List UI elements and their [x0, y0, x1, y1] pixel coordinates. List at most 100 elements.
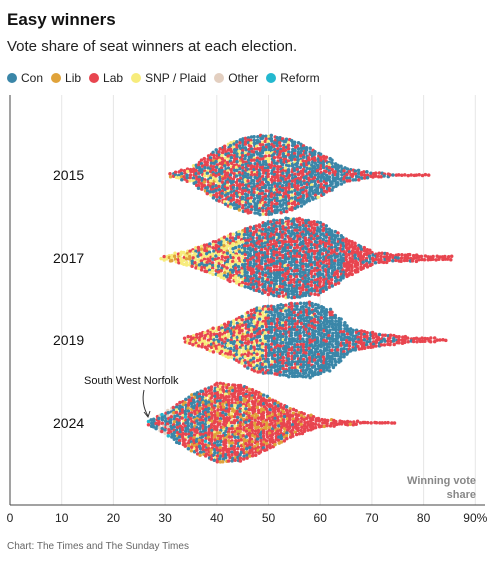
seat-dot [306, 273, 310, 277]
seat-dot [195, 428, 199, 432]
seat-dot [208, 348, 212, 353]
seat-dot [287, 319, 291, 323]
seat-dot [312, 260, 317, 264]
seat-dot [322, 343, 326, 347]
seat-dot [301, 196, 305, 200]
seat-dot [227, 447, 231, 451]
seat-dot [223, 423, 228, 428]
seat-dot [411, 339, 416, 344]
seat-dot [391, 256, 395, 260]
seat-dot [426, 173, 431, 177]
seat-dot [248, 199, 253, 203]
seat-dot [294, 225, 299, 230]
seat-dot [277, 232, 281, 237]
seat-dot [183, 415, 188, 419]
seat-dot [234, 203, 239, 207]
seat-dot [222, 238, 226, 243]
seat-dot [284, 369, 288, 374]
seat-dot [194, 172, 198, 176]
seat-dot [260, 191, 265, 196]
seat-dot [327, 239, 331, 243]
seat-dot [172, 437, 177, 441]
seat-dot [222, 405, 226, 409]
seat-dot [248, 229, 253, 233]
seat-dot [260, 324, 265, 329]
seat-dot [298, 365, 303, 369]
seat-dot [173, 251, 177, 256]
seat-dot [379, 343, 384, 347]
seat-dot [307, 238, 311, 242]
seat-dot [304, 348, 309, 352]
seat-dot [220, 171, 224, 176]
seat-dot [208, 156, 213, 160]
seat-dot [339, 352, 344, 356]
seat-dot [202, 339, 207, 343]
seat-dot [309, 271, 313, 276]
seat-dot [206, 338, 211, 342]
seat-dot [226, 423, 231, 428]
seat-dot [172, 411, 176, 415]
seat-dot [286, 170, 291, 174]
seat-dot [301, 357, 306, 362]
seat-dot [231, 203, 236, 207]
seat-dot [202, 336, 207, 341]
seat-dot [195, 445, 199, 450]
seat-dot [210, 402, 214, 407]
seat-dot [254, 230, 258, 234]
seat-dot [204, 399, 208, 403]
seat-dot [209, 439, 214, 444]
seat-dot [278, 144, 283, 148]
seat-dot [281, 312, 285, 317]
seat-dot [218, 422, 222, 426]
seat-dot [263, 185, 267, 190]
seat-dot [217, 172, 221, 177]
seat-dot [214, 183, 218, 188]
seat-dot [225, 255, 230, 259]
seat-dot [312, 242, 317, 247]
seat-dot [221, 382, 226, 386]
seat-dot [252, 353, 257, 358]
seat-dot [250, 205, 254, 209]
seat-dot [279, 302, 283, 307]
seat-dot [200, 438, 205, 443]
seat-dot [303, 238, 308, 243]
seat-dot [199, 253, 203, 257]
seat-dot [278, 181, 282, 185]
seat-dot [383, 420, 387, 425]
seat-dot [304, 351, 308, 355]
seat-dot [312, 268, 316, 273]
seat-dot [324, 181, 329, 186]
seat-dot [216, 413, 220, 418]
seat-dot [203, 439, 208, 444]
seat-dot [290, 176, 295, 180]
seat-dot [290, 173, 294, 177]
seat-dot [260, 261, 264, 266]
seat-dot [306, 255, 311, 260]
seat-dot [312, 352, 317, 357]
seat-dot [264, 447, 269, 452]
seat-dot [287, 150, 291, 154]
seat-dot [226, 320, 231, 325]
seat-dot [303, 293, 308, 298]
seat-dot [295, 249, 299, 253]
seat-dot [233, 432, 237, 437]
seat-dot [223, 345, 228, 349]
seat-dot [240, 314, 244, 319]
seat-dot [236, 412, 240, 416]
seat-dot [251, 285, 256, 290]
seat-dot [306, 279, 311, 284]
seat-dot [223, 170, 227, 174]
seat-dot [235, 409, 240, 414]
seat-dot [335, 254, 340, 259]
seat-dot [191, 163, 196, 168]
seat-dot [300, 431, 305, 436]
seat-dot [301, 242, 305, 246]
seat-dot [198, 427, 202, 431]
seat-dot [209, 448, 213, 452]
seat-dot [232, 394, 237, 399]
seat-dot [432, 339, 437, 344]
seat-dot [260, 198, 265, 202]
seat-dot [286, 277, 290, 282]
seat-dot [238, 178, 242, 183]
seat-dot [353, 348, 358, 352]
